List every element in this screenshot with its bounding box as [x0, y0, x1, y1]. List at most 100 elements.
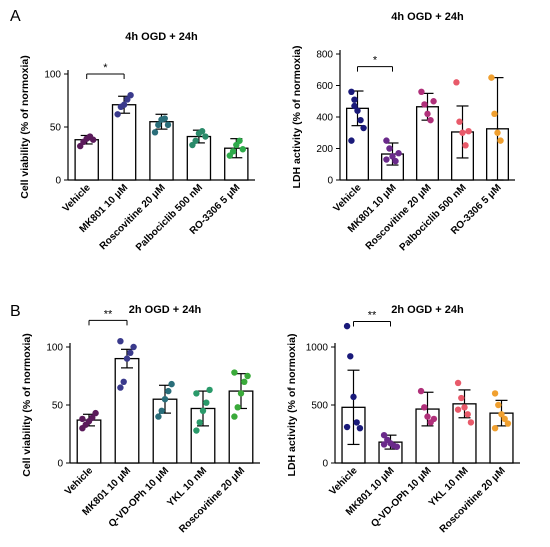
data-point	[151, 129, 159, 136]
data-point	[237, 390, 245, 397]
chart-title: 4h OGD + 24h	[391, 11, 464, 23]
data-point	[454, 379, 462, 387]
y-axis-label: Cell viability (% of normoxia)	[19, 55, 31, 199]
data-point	[497, 137, 504, 144]
data-point	[456, 118, 463, 125]
data-point	[202, 133, 209, 140]
data-point	[199, 407, 207, 414]
y-tick-label: 0	[55, 176, 61, 187]
data-point	[424, 413, 431, 420]
y-tick-label: 100	[46, 343, 63, 354]
data-point	[464, 411, 471, 418]
y-tick-label: 0	[327, 176, 333, 187]
data-point	[491, 425, 499, 432]
data-point	[123, 355, 131, 362]
data-point	[430, 415, 438, 423]
data-point	[114, 111, 121, 118]
data-point	[206, 386, 213, 394]
data-point	[236, 137, 243, 144]
data-point	[462, 142, 469, 149]
data-point	[117, 384, 124, 391]
data-point	[465, 127, 472, 135]
data-point	[351, 96, 358, 103]
data-point	[231, 413, 238, 420]
data-point	[89, 136, 97, 143]
data-point	[461, 404, 468, 411]
y-tick-label: 800	[316, 50, 333, 61]
data-point	[193, 390, 200, 397]
data-point	[458, 394, 465, 402]
data-point	[421, 101, 428, 108]
y-tick-label: 500	[311, 401, 328, 412]
data-point	[120, 101, 128, 108]
chart-title: 2h OGD + 24h	[129, 304, 202, 316]
data-point	[498, 411, 505, 418]
chart-title: 2h OGD + 24h	[391, 304, 464, 316]
y-tick-label: 0	[322, 459, 328, 470]
data-point	[155, 121, 162, 129]
y-tick-label: 400	[316, 113, 333, 124]
data-point	[353, 419, 360, 426]
data-point	[350, 393, 357, 401]
data-point	[164, 121, 172, 129]
chart-title: 4h OGD + 24h	[125, 31, 198, 43]
data-point	[120, 378, 127, 385]
data-point	[196, 419, 203, 426]
data-point	[383, 137, 390, 144]
data-point	[229, 148, 237, 155]
x-tick-label: Roscovitine 20 μM	[438, 465, 508, 535]
data-point	[386, 145, 393, 152]
data-point	[79, 415, 86, 423]
data-point	[161, 115, 168, 122]
data-point	[395, 150, 402, 157]
y-tick-label: 600	[316, 81, 333, 92]
data-point	[495, 401, 502, 409]
data-point	[421, 404, 428, 411]
data-point	[127, 349, 134, 356]
panel-label-b: B	[10, 303, 21, 320]
data-point	[165, 387, 172, 395]
data-point	[198, 128, 206, 135]
data-point	[383, 156, 390, 163]
chart-4h-cell-viability: 4h OGD + 24h 0 50 100 Cell viability (% of n…	[19, 31, 255, 253]
data-point	[501, 415, 508, 423]
data-point	[356, 425, 364, 432]
data-point	[504, 420, 512, 427]
data-point	[360, 124, 367, 132]
data-point	[392, 157, 399, 165]
data-point	[117, 338, 124, 345]
data-point	[427, 116, 434, 124]
significance-label: **	[368, 309, 377, 321]
data-point	[203, 399, 210, 406]
data-point	[241, 378, 248, 385]
y-axis-label: LDH activity (% of normoxia)	[286, 334, 298, 477]
data-point	[239, 146, 246, 153]
significance-label: **	[104, 308, 113, 320]
data-point	[348, 137, 355, 144]
x-tick-label: Vehicle	[327, 465, 359, 497]
data-point	[494, 129, 501, 136]
data-point	[348, 88, 355, 96]
data-point	[192, 137, 199, 144]
data-point	[161, 396, 169, 403]
data-point	[380, 431, 388, 439]
data-point	[351, 102, 358, 110]
data-point	[417, 387, 425, 395]
data-point	[158, 407, 165, 414]
data-point	[89, 414, 96, 421]
data-point	[459, 129, 466, 136]
data-point	[244, 372, 251, 380]
data-point	[491, 110, 498, 118]
chart-4h-ldh-activity: 4h OGD + 24h 0 200 400 600 800 LDH activity (%…	[291, 11, 515, 253]
data-point	[389, 153, 396, 160]
y-tick-label: 50	[52, 401, 64, 412]
significance-label: *	[373, 55, 378, 67]
data-point	[168, 380, 175, 388]
data-point	[380, 441, 388, 448]
data-point	[127, 92, 134, 99]
data-point	[393, 443, 401, 450]
data-point	[231, 369, 238, 376]
chart-2h-cell-viability: 2h OGD + 24h 0 50 100 Cell viability (% of n…	[21, 304, 260, 535]
data-point	[354, 107, 361, 114]
